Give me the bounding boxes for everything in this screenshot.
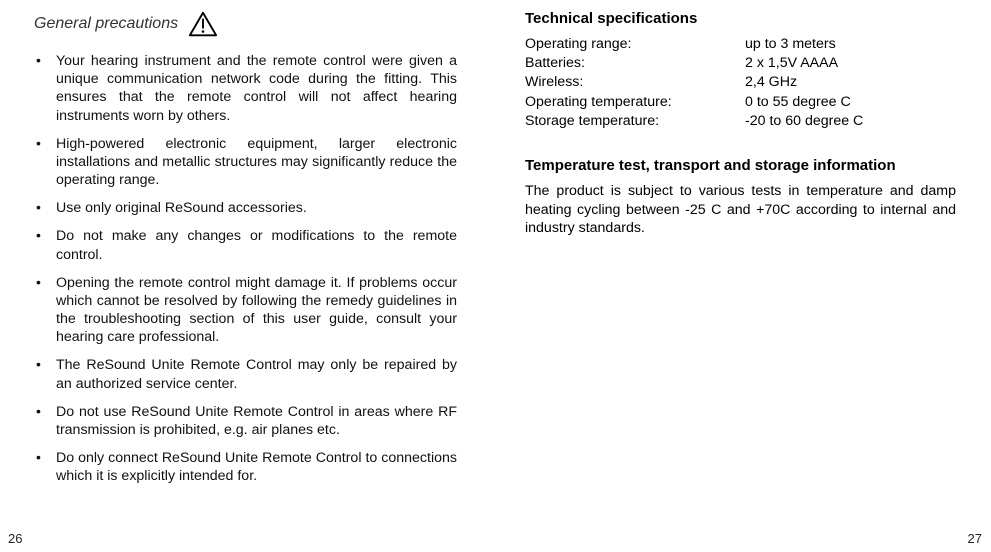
spec-value: 0 to 55 degree C [745,93,956,112]
spec-table: Operating range: up to 3 meters Batterie… [525,35,956,131]
left-page: General precautions Your hearing instrum… [0,0,495,552]
spec-label: Storage temperature: [525,112,745,131]
right-page: Technical specifications Operating range… [495,0,990,552]
spec-label: Operating range: [525,35,745,54]
warning-icon [188,10,218,38]
spec-value: 2,4 GHz [745,73,956,92]
spec-value: -20 to 60 degree C [745,112,956,131]
temperature-heading: Temperature test, transport and storage … [525,157,956,174]
spec-row: Wireless: 2,4 GHz [525,73,956,92]
spec-label: Wireless: [525,73,745,92]
document-spread: General precautions Your hearing instrum… [0,0,991,552]
spec-row: Operating range: up to 3 meters [525,35,956,54]
list-item: Your hearing instrument and the remote c… [34,52,457,125]
list-item: High-powered electronic equipment, large… [34,135,457,190]
spec-value: up to 3 meters [745,35,956,54]
spec-row: Operating temperature: 0 to 55 degree C [525,93,956,112]
list-item: The ReSound Unite Remote Control may onl… [34,356,457,392]
spec-label: Operating temperature: [525,93,745,112]
spec-row: Storage temperature: -20 to 60 degree C [525,112,956,131]
spec-row: Batteries: 2 x 1,5V AAAA [525,54,956,73]
heading-row: General precautions [34,10,457,38]
list-item: Do not make any changes or modifications… [34,227,457,263]
spec-value: 2 x 1,5V AAAA [745,54,956,73]
list-item: Do only connect ReSound Unite Remote Con… [34,449,457,485]
precautions-list: Your hearing instrument and the remote c… [34,52,457,485]
page-number-right: 27 [968,531,982,546]
tech-spec-heading: Technical specifications [525,10,956,27]
general-precautions-heading: General precautions [34,15,178,33]
list-item: Opening the remote control might damage … [34,274,457,347]
temperature-paragraph: The product is subject to various tests … [525,182,956,238]
list-item: Do not use ReSound Unite Remote Control … [34,403,457,439]
spec-label: Batteries: [525,54,745,73]
page-number-left: 26 [8,531,22,546]
list-item: Use only original ReSound accessories. [34,199,457,217]
